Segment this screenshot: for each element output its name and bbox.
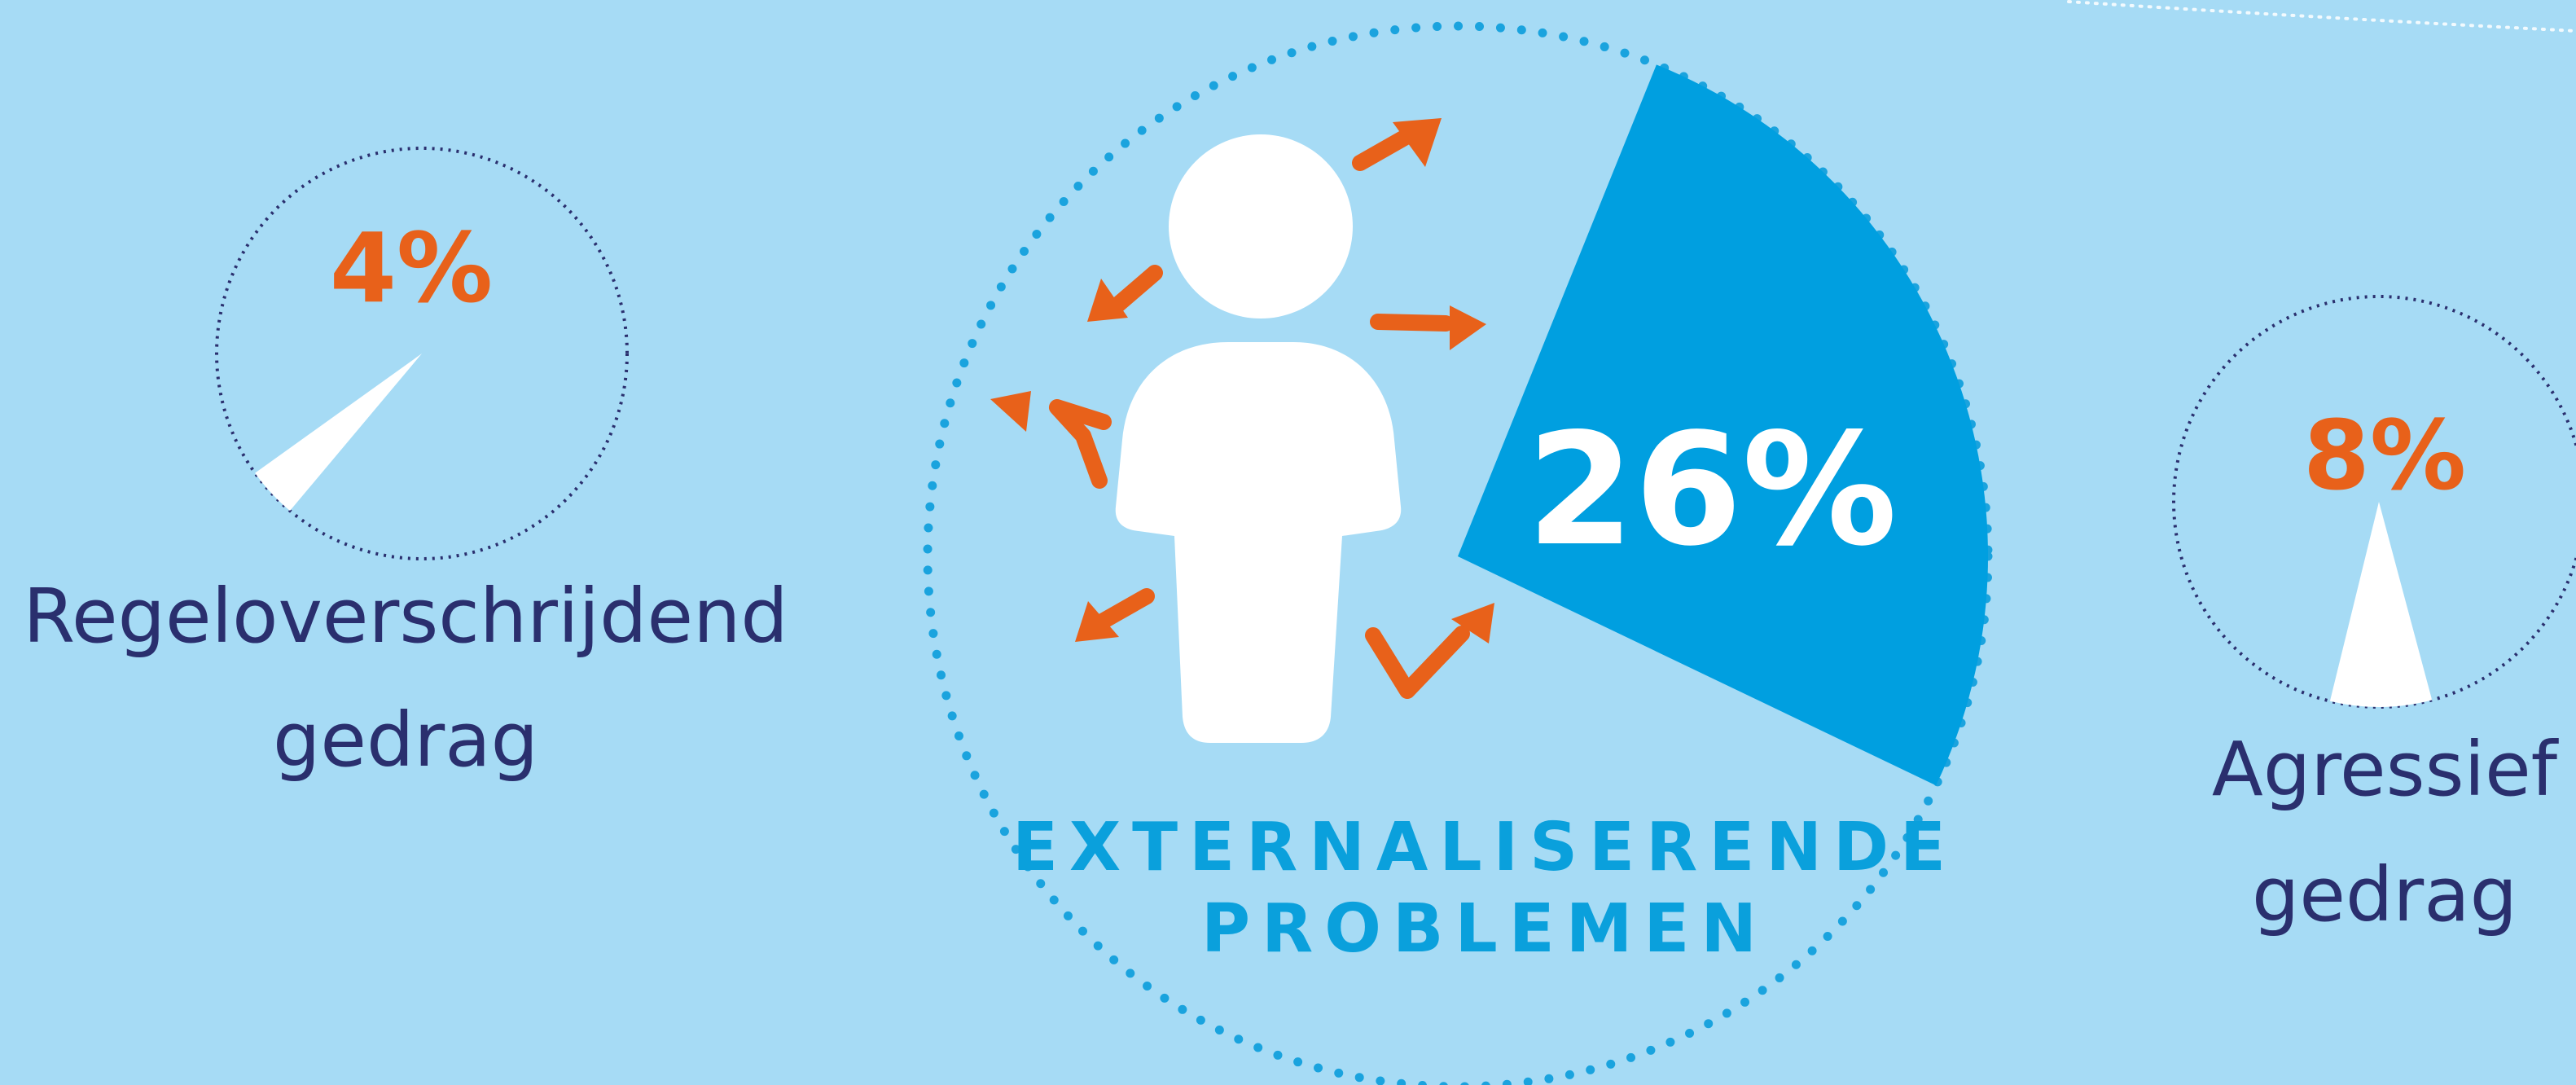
left-pie-outline: [215, 147, 629, 560]
left-pie-chart: [215, 147, 629, 560]
right-pie-label-line-1: Agressief: [2212, 726, 2560, 813]
left-pie-label-line-2: gedrag: [273, 696, 538, 784]
right-pie-chart: [2172, 295, 2576, 709]
person-icon: [1115, 134, 1402, 743]
decorative-dotted-line: [2067, 0, 2576, 33]
main-pie-slice: [1458, 64, 1989, 786]
left-pie-label-line-1: Regeloverschrijdend: [23, 573, 788, 660]
right-pie-outline: [2172, 295, 2576, 709]
left-pie-value-label: 4%: [330, 212, 493, 324]
right-pie-slice: [2329, 502, 2433, 707]
main-pie-chart: [923, 21, 1993, 1085]
behavior-arrows: [990, 118, 1494, 699]
main-pie-label-line-1: EXTERNALISERENDE: [1012, 809, 1957, 886]
main-pie-label-line-2: PROBLEMEN: [1201, 890, 1768, 968]
arrow-icon: [1049, 128, 1470, 699]
arrow-head-icon: [990, 118, 1494, 644]
right-pie-value-label: 8%: [2303, 399, 2466, 512]
main-pie-value-label: 26%: [1527, 400, 1898, 580]
right-pie-label-line-2: gedrag: [2252, 851, 2517, 938]
left-pie-slice: [255, 354, 422, 511]
